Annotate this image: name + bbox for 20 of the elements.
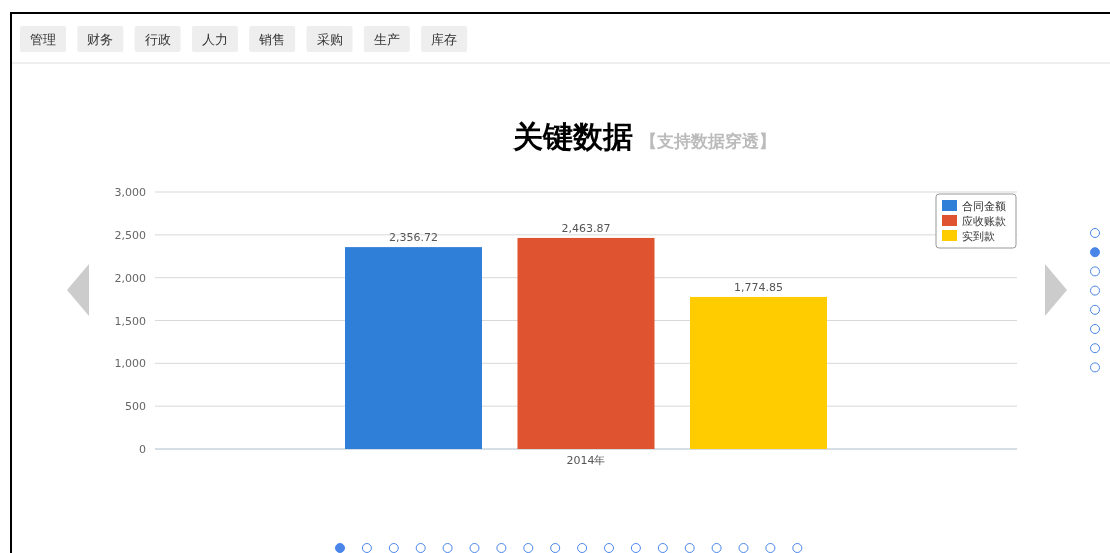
y-tick-label: 3,000 [114, 186, 146, 199]
tabs: 管理 财务 行政 人力 销售 采购 生产 库存 [20, 26, 468, 52]
y-tick-label: 0 [139, 443, 146, 456]
chart-subtitle: 【支持数据穿透】 [640, 131, 776, 151]
legend-label: 实到款 [962, 230, 995, 243]
legend-label: 合同金额 [962, 200, 1006, 213]
y-tick-label: 2,500 [114, 228, 146, 242]
y-tick-label: 1,000 [114, 357, 146, 371]
x-tick-label: 2014年 [566, 454, 606, 467]
y-tick-label: 2,000 [114, 271, 146, 285]
text: 2,463.87 [561, 221, 611, 235]
bar [690, 296, 827, 449]
y-tick-label: 1,500 [114, 314, 146, 328]
legend-label: 应收账款 [962, 215, 1006, 228]
y-tick-label: 500 [125, 400, 146, 414]
bar [517, 237, 655, 449]
text: 1,774.85 [734, 280, 783, 294]
chart-title: 关键数据 [512, 119, 633, 154]
text: 2,356.72 [389, 231, 438, 245]
bar [345, 247, 482, 449]
